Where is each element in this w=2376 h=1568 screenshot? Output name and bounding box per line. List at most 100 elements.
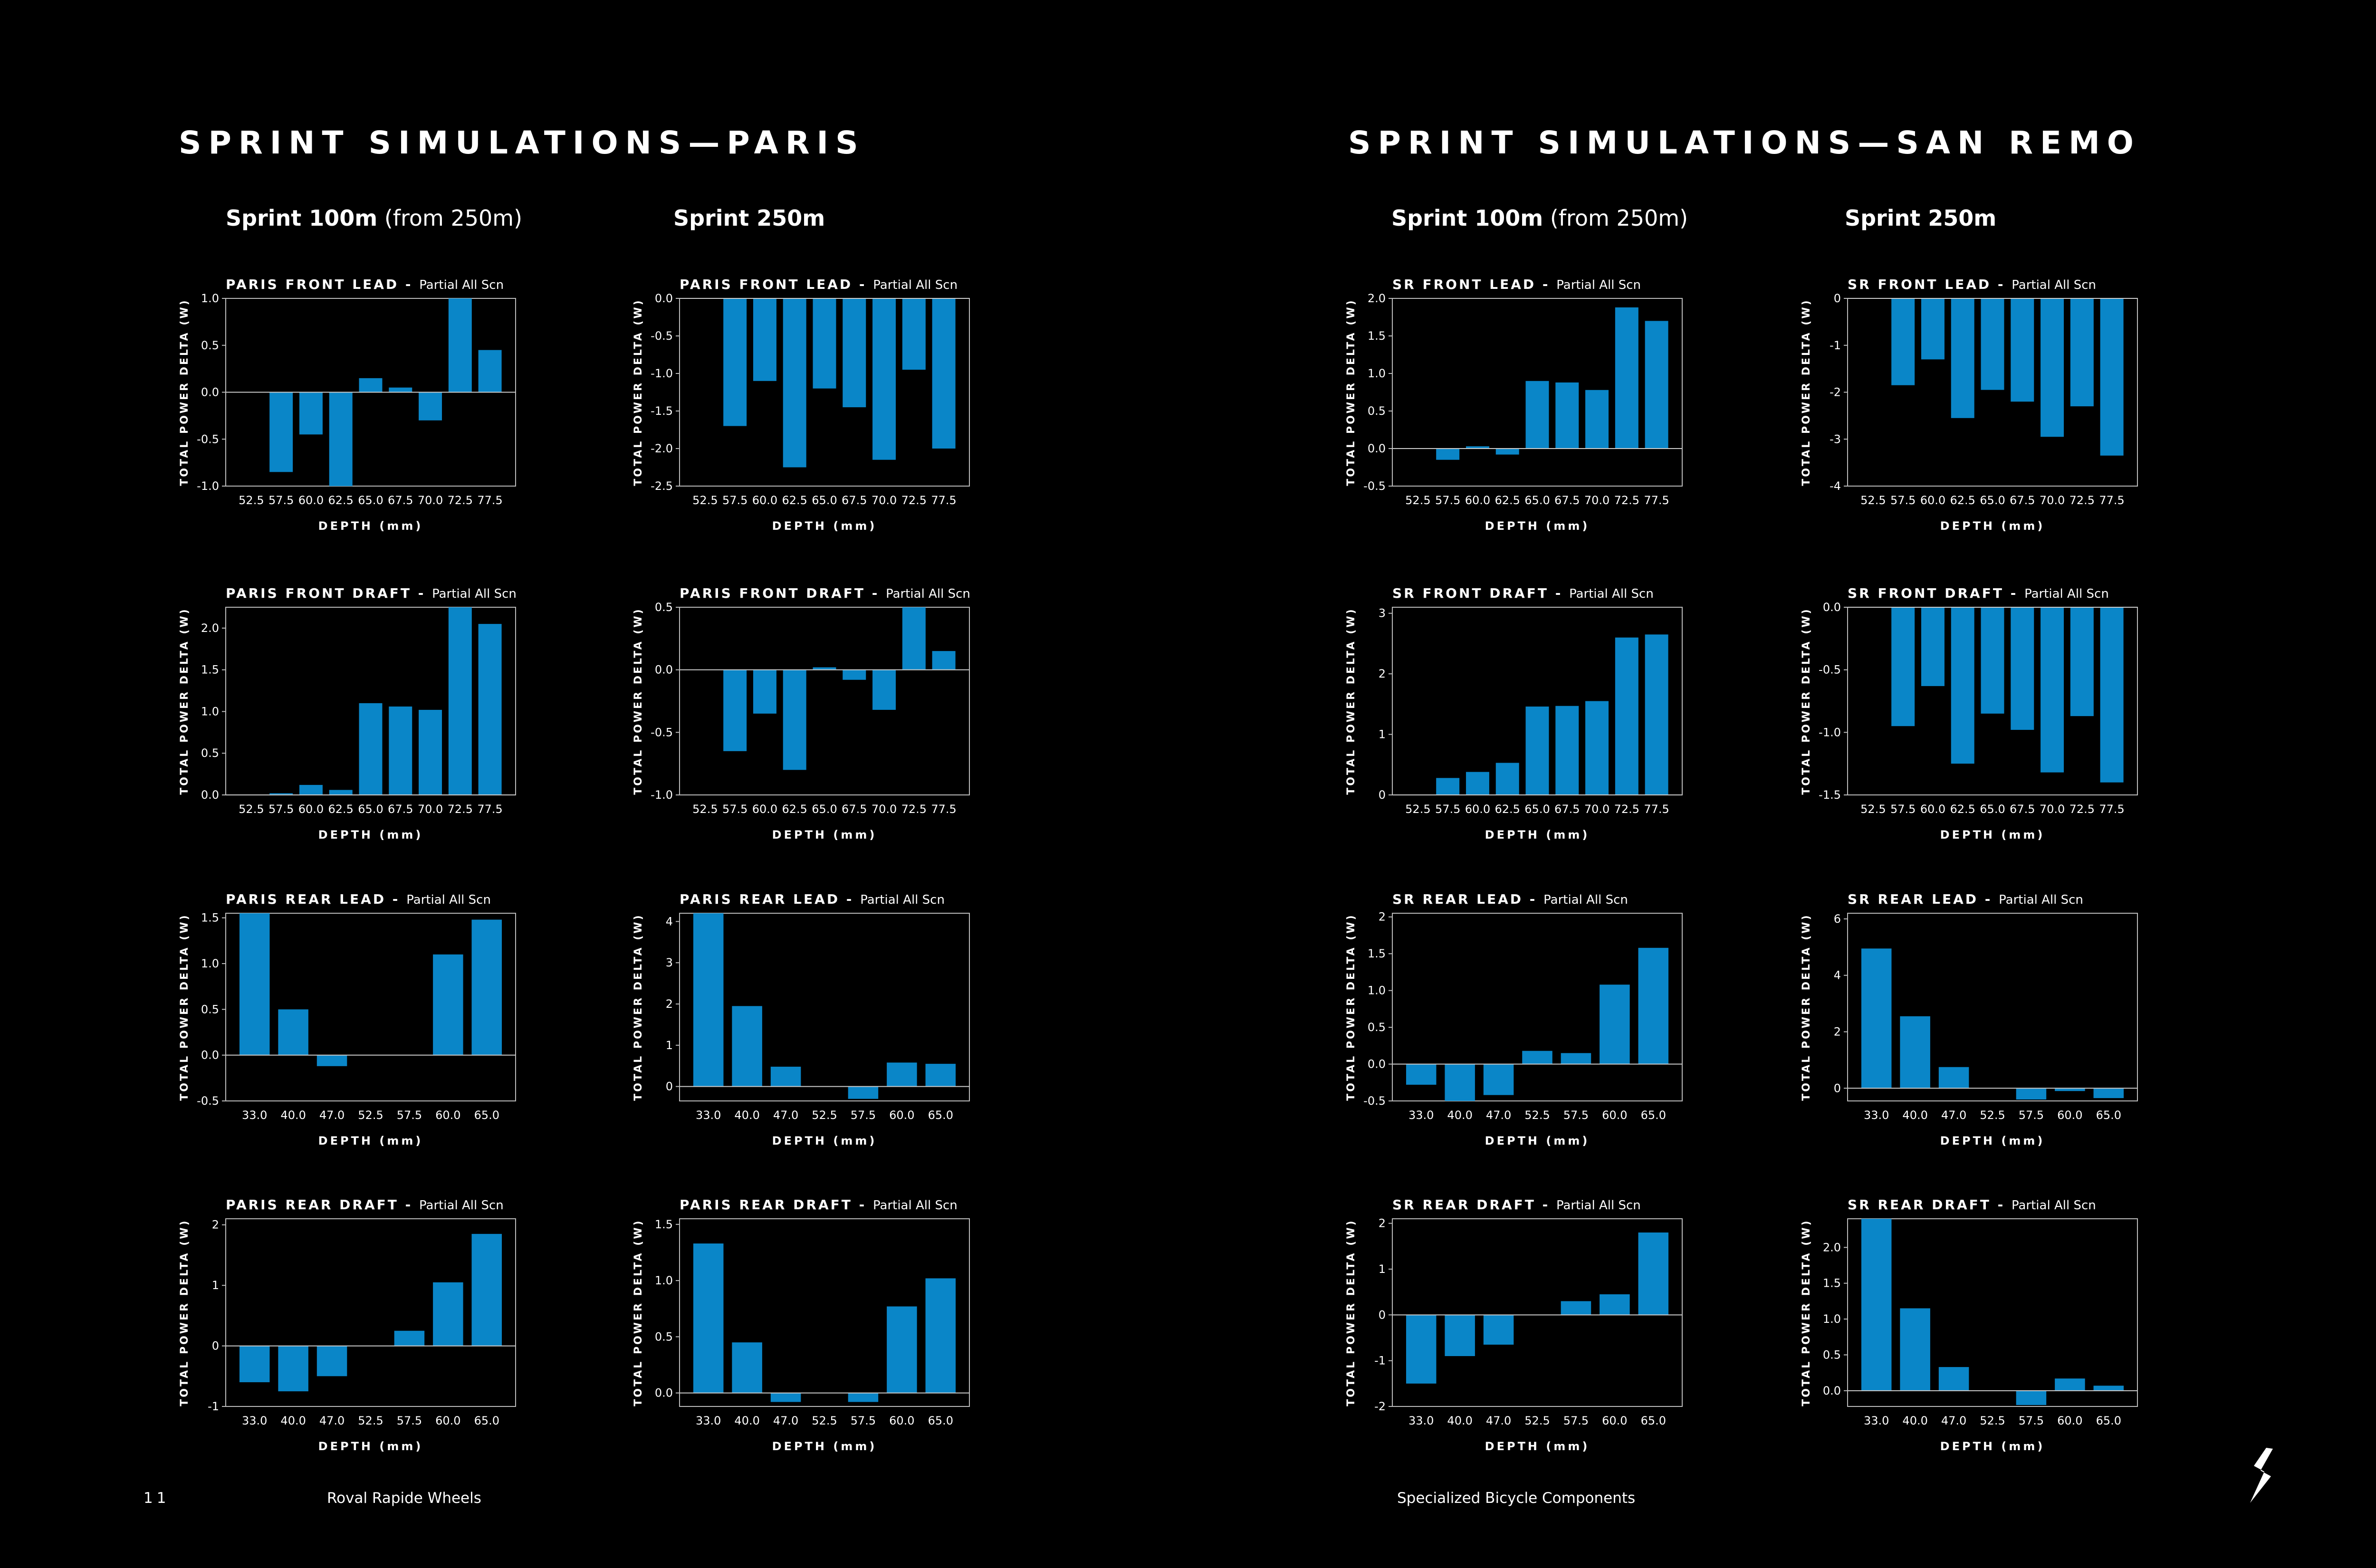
chart-subtitle: Partial All Scn bbox=[432, 587, 517, 601]
x-tick-label: 65.0 bbox=[812, 494, 837, 507]
bar bbox=[239, 1346, 270, 1383]
x-tick-label: 62.5 bbox=[328, 803, 354, 816]
x-tick-label: 77.5 bbox=[477, 494, 502, 507]
y-tick-label: -2 bbox=[1374, 1400, 1386, 1413]
y-tick-label: 2 bbox=[212, 1218, 219, 1232]
x-tick-label: 72.5 bbox=[901, 494, 927, 507]
plot-frame bbox=[1847, 913, 2138, 1101]
bar bbox=[471, 1233, 502, 1346]
x-tick-label: 40.0 bbox=[280, 1109, 306, 1122]
x-tick-label: 70.0 bbox=[2040, 494, 2065, 507]
bar bbox=[448, 607, 472, 795]
x-tick-label: 57.5 bbox=[851, 1109, 876, 1122]
x-tick-label: 65.0 bbox=[2096, 1414, 2121, 1427]
x-tick-label: 57.5 bbox=[1890, 494, 1916, 507]
chart-subtitle: Partial All Scn bbox=[873, 278, 958, 292]
y-tick-label: 1.5 bbox=[655, 1218, 673, 1231]
x-tick-label: 40.0 bbox=[1447, 1109, 1472, 1122]
y-axis-label: TOTAL POWER DELTA (W) bbox=[1345, 607, 1357, 794]
x-tick-label: 62.5 bbox=[1495, 803, 1520, 816]
x-tick-label: 77.5 bbox=[1644, 803, 1669, 816]
x-axis-label: DEPTH (mm) bbox=[1940, 1440, 2045, 1453]
x-tick-label: 65.0 bbox=[1980, 803, 2005, 816]
x-axis-label: DEPTH (mm) bbox=[772, 519, 877, 533]
x-tick-label: 77.5 bbox=[2099, 803, 2124, 816]
y-tick-label: 0.0 bbox=[1823, 601, 1841, 614]
x-tick-label: 77.5 bbox=[931, 494, 956, 507]
y-tick-label: 0 bbox=[1379, 1308, 1386, 1321]
bar bbox=[1406, 1064, 1437, 1085]
x-tick-label: 62.5 bbox=[782, 494, 807, 507]
y-tick-label: -2.5 bbox=[651, 479, 673, 493]
bar bbox=[2070, 607, 2094, 717]
chart-subtitle: Partial All Scn bbox=[860, 893, 945, 907]
bar bbox=[2055, 1378, 2085, 1391]
chart-8: SR FRONT DRAFT - Partial All Scn -1.5 -1.0… bbox=[1795, 581, 2147, 847]
bar bbox=[1891, 298, 1915, 385]
y-tick-label: 0.0 bbox=[201, 386, 219, 399]
bar bbox=[1900, 1308, 1930, 1391]
chart-3: SR FRONT LEAD - Partial All Scn -0.5 0.0 0.… bbox=[1340, 272, 1692, 538]
bar bbox=[1466, 446, 1489, 449]
bar bbox=[813, 667, 836, 670]
chart-subtitle: Partial All Scn bbox=[1556, 1198, 1641, 1213]
column-title-sanremo-100m: Sprint 100m (from 250m) bbox=[1391, 205, 1688, 231]
x-tick-label: 57.5 bbox=[1435, 494, 1460, 507]
y-axis-label: TOTAL POWER DELTA (W) bbox=[1801, 1219, 1812, 1406]
x-tick-label: 60.0 bbox=[889, 1414, 914, 1427]
y-axis-label: TOTAL POWER DELTA (W) bbox=[1345, 913, 1357, 1100]
x-tick-label: 70.0 bbox=[418, 803, 443, 816]
x-tick-label: 52.5 bbox=[812, 1414, 837, 1427]
x-tick-label: 47.0 bbox=[1941, 1109, 1966, 1122]
x-tick-label: 77.5 bbox=[931, 803, 956, 816]
x-tick-label: 60.0 bbox=[889, 1109, 914, 1122]
bar bbox=[1615, 307, 1638, 449]
bar bbox=[753, 298, 776, 381]
bar bbox=[2041, 298, 2064, 437]
chart-svg: SR REAR DRAFT - Partial All Scn -2 -1 0 1 2 TO… bbox=[1345, 1197, 1683, 1453]
x-tick-label: 52.5 bbox=[1980, 1109, 2005, 1122]
y-tick-label: 6 bbox=[1834, 912, 1841, 926]
y-tick-label: 0.5 bbox=[655, 1330, 673, 1343]
y-tick-label: -0.5 bbox=[651, 726, 673, 739]
bar bbox=[2093, 1386, 2124, 1391]
y-tick-label: 4 bbox=[1834, 969, 1841, 982]
chart-svg: SR FRONT LEAD - Partial All Scn -4 -3 -2 -1 0… bbox=[1801, 277, 2138, 533]
bar bbox=[770, 1066, 801, 1087]
y-tick-label: 0.0 bbox=[655, 663, 673, 677]
chart-6: PARIS FRONT DRAFT - Partial All Scn -1.0 -… bbox=[627, 581, 979, 847]
x-tick-label: 47.0 bbox=[319, 1414, 345, 1427]
bar bbox=[2100, 607, 2124, 783]
chart-title-main: SR FRONT LEAD - bbox=[1392, 277, 1556, 292]
bar bbox=[2100, 298, 2124, 456]
bar bbox=[359, 703, 383, 795]
bar bbox=[269, 392, 293, 472]
bar bbox=[2055, 1088, 2085, 1091]
plot-frame bbox=[225, 1218, 516, 1407]
x-tick-label: 47.0 bbox=[319, 1109, 345, 1122]
y-tick-label: 0.5 bbox=[201, 746, 219, 760]
x-tick-label: 62.5 bbox=[1950, 494, 1975, 507]
y-tick-label: 1.5 bbox=[201, 663, 219, 677]
chart-7: SR FRONT DRAFT - Partial All Scn 0 1 2 3 TOTA… bbox=[1340, 581, 1692, 847]
x-tick-label: 33.0 bbox=[696, 1414, 721, 1427]
y-axis-label: TOTAL POWER DELTA (W) bbox=[1801, 913, 1812, 1100]
x-tick-label: 62.5 bbox=[1495, 494, 1520, 507]
bar bbox=[902, 607, 926, 670]
x-tick-label: 47.0 bbox=[773, 1109, 798, 1122]
x-axis-label: DEPTH (mm) bbox=[772, 1440, 877, 1453]
x-tick-label: 72.5 bbox=[1614, 494, 1639, 507]
chart-title-main: PARIS REAR LEAD - bbox=[680, 891, 860, 907]
bar bbox=[1406, 1315, 1437, 1384]
bar bbox=[732, 1342, 762, 1393]
y-tick-label: 0.0 bbox=[655, 1386, 673, 1400]
bar bbox=[723, 298, 747, 426]
chart-svg: SR REAR LEAD - Partial All Scn -0.5 0.0 0.5… bbox=[1345, 891, 1683, 1147]
bar bbox=[394, 1330, 425, 1346]
bar bbox=[329, 790, 353, 795]
x-tick-label: 52.5 bbox=[1980, 1414, 2005, 1427]
bar bbox=[359, 378, 383, 392]
x-axis-label: DEPTH (mm) bbox=[318, 519, 423, 533]
y-tick-label: 1 bbox=[666, 1039, 673, 1052]
x-tick-label: 77.5 bbox=[1644, 494, 1669, 507]
